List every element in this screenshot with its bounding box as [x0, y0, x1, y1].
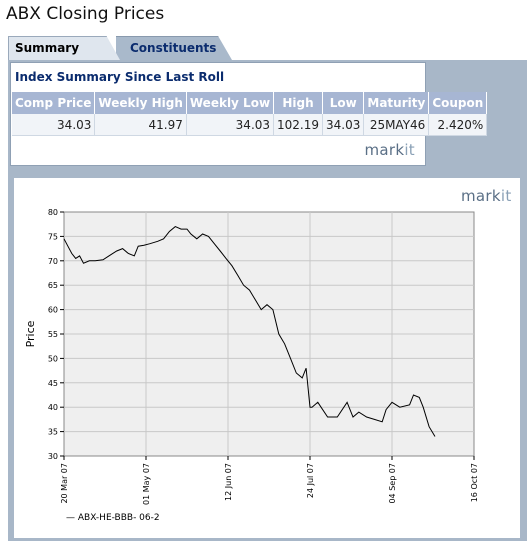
cell-comp-price: 34.03 [12, 114, 96, 136]
tab-bar: Constituents Summary [8, 36, 528, 60]
y-tick-label: 70 [48, 257, 58, 266]
cell-coupon: 2.420% [428, 114, 488, 136]
x-tick-label: 12 Jun 07 [224, 463, 233, 501]
cell-low: 34.03 [322, 114, 365, 136]
markit-logo-chart: markit [461, 187, 512, 205]
y-tick-label: 60 [48, 306, 58, 315]
column-header-maturity: Maturity [363, 92, 430, 114]
y-tick-label: 55 [48, 330, 58, 339]
y-tick-label: 40 [48, 403, 58, 412]
column-header-high: High [273, 92, 324, 114]
y-tick-label: 35 [48, 428, 58, 437]
x-tick-label: 04 Sep 07 [388, 463, 397, 504]
column-header-weekly-high: Weekly High [94, 92, 187, 114]
series-line-abx-he-bbb-06-2 [63, 226, 436, 437]
chart-legend: — ABX-HE-BBB- 06-2 [66, 513, 160, 523]
x-tick-label: 20 Mar 07 [60, 463, 69, 504]
column-header-comp-price: Comp Price [12, 92, 96, 114]
logo-text-it: it [500, 187, 512, 205]
tab-summary[interactable]: Summary [8, 36, 120, 60]
cell-maturity: 25MAY46 [363, 114, 430, 136]
legend-series-name: ABX-HE-BBB- 06-2 [77, 513, 160, 523]
tab-constituents[interactable]: Constituents [116, 36, 232, 60]
x-tick-label: 16 Oct 07 [470, 463, 479, 502]
index-summary-panel: Index Summary Since Last Roll Comp Price… [10, 62, 488, 166]
page-title: ABX Closing Prices [6, 4, 165, 24]
x-tick-label: 24 Jul 07 [306, 463, 315, 498]
y-tick-label: 30 [48, 452, 58, 461]
x-tick-label: 01 May 07 [142, 463, 151, 505]
markit-logo: markit [364, 141, 415, 159]
summary-table: Comp Price Weekly High Weekly Low High L… [12, 92, 488, 136]
column-header-coupon: Coupon [428, 92, 488, 114]
logo-text-mark: mark [364, 141, 405, 159]
summary-heading: Index Summary Since Last Roll [15, 70, 225, 84]
logo-text-it: it [404, 141, 415, 159]
y-tick-label: 65 [48, 281, 58, 290]
price-chart: 30 35 40 45 50 55 60 65 70 75 80 20 Mar 07 01 May 07… [24, 208, 479, 505]
y-tick-label: 75 [48, 232, 58, 241]
cell-high: 102.19 [273, 114, 324, 136]
summary-header-row: Comp Price Weekly High Weekly Low High L… [12, 92, 488, 114]
cell-weekly-high: 41.97 [94, 114, 187, 136]
table-row: 34.03 41.97 34.03 102.19 34.03 25MAY46 2… [12, 114, 488, 136]
logo-text-mark: mark [461, 187, 501, 205]
y-tick-label: 45 [48, 379, 58, 388]
chart-panel: markit 30 35 40 45 50 55 60 65 70 75 80 20 Mar 07 01… [14, 178, 520, 538]
y-tick-label: 50 [48, 354, 58, 363]
cell-weekly-low: 34.03 [186, 114, 275, 136]
y-axis-label: Price [24, 320, 37, 347]
column-header-weekly-low: Weekly Low [186, 92, 275, 114]
y-tick-label: 80 [48, 208, 58, 217]
column-header-low: Low [322, 92, 365, 114]
